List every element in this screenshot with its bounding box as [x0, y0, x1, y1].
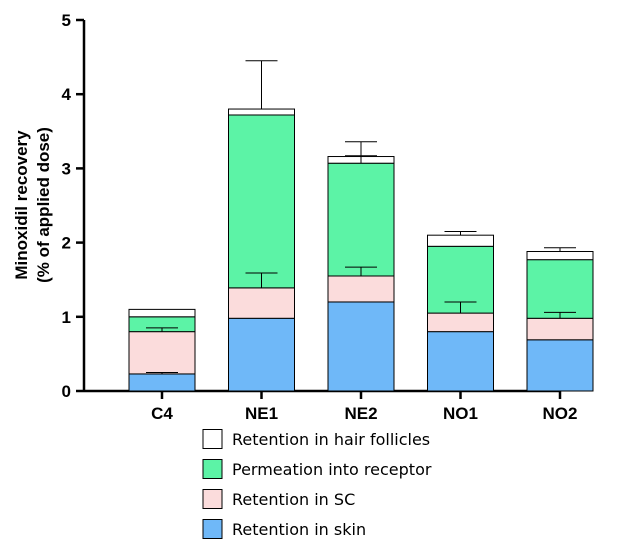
x-tick-label: NE2	[344, 404, 377, 423]
bar-segment	[228, 287, 295, 319]
legend: Retention in hair follicles Permeation in…	[202, 429, 432, 539]
legend-label: Retention in SC	[232, 490, 355, 509]
bar-segment	[427, 331, 494, 392]
bar-segment	[128, 331, 196, 375]
legend-swatch	[202, 519, 223, 539]
legend-swatch	[202, 489, 223, 509]
x-tick-label: NO2	[543, 404, 578, 423]
y-axis-label-line: Minoxidil recovery	[12, 130, 31, 280]
bar-segment	[327, 275, 395, 303]
y-tick-label: 3	[62, 159, 71, 178]
bar-segment	[526, 259, 594, 319]
legend-label: Permeation into receptor	[232, 460, 432, 479]
x-tick-label: C4	[151, 404, 173, 423]
bar-segment	[427, 312, 494, 333]
y-tick-label: 5	[62, 11, 71, 30]
bar-segment	[526, 317, 594, 341]
y-axis-label-line: (% of applied dose)	[34, 127, 53, 283]
bar-segment	[427, 234, 494, 247]
bar-segment	[228, 108, 295, 116]
bar-segment	[128, 373, 196, 392]
y-tick-label: 1	[62, 308, 71, 327]
bar-segment	[327, 301, 395, 392]
legend-swatch	[202, 429, 223, 449]
legend-swatch	[202, 459, 223, 479]
bars	[128, 108, 594, 392]
y-axis-label: Minoxidil recovery (% of applied dose)	[12, 127, 53, 283]
bar-segment	[228, 317, 295, 392]
bar-segment	[526, 339, 594, 392]
bar-segment	[526, 251, 594, 261]
y-tick-label: 0	[62, 382, 71, 401]
bar-segment	[327, 162, 395, 277]
bar-segment	[128, 308, 196, 318]
bar-segment	[228, 114, 295, 289]
legend-label: Retention in hair follicles	[232, 430, 430, 449]
y-tick-label: 2	[62, 234, 71, 253]
x-tick-label: NO1	[443, 404, 478, 423]
y-tick-label: 4	[62, 85, 72, 104]
x-tick-label: NE1	[245, 404, 278, 423]
error-bars	[146, 60, 576, 374]
legend-label: Retention in skin	[232, 520, 366, 539]
